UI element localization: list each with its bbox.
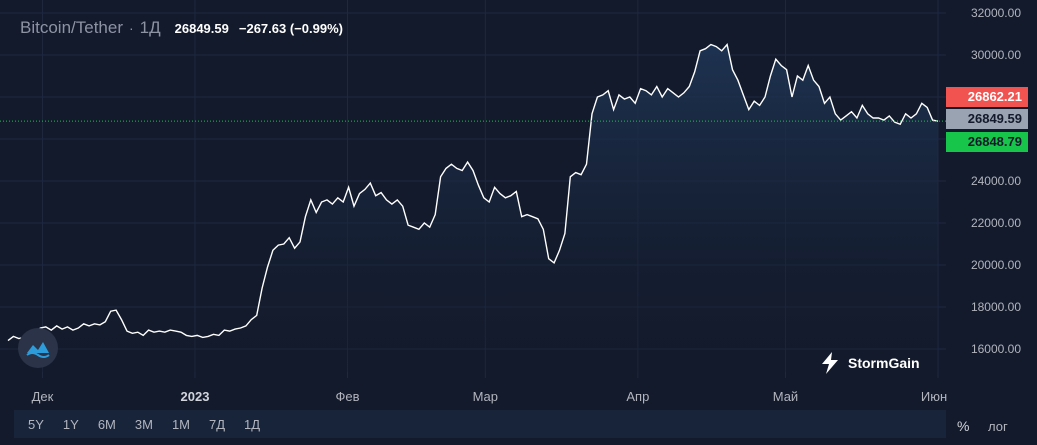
percent-scale-toggle[interactable]: %	[957, 418, 970, 434]
y-tick-label: 30000.00	[971, 48, 1021, 62]
lightning-bolt-icon	[822, 352, 838, 374]
range-button-1m[interactable]: 1M	[171, 417, 190, 432]
range-button-6m[interactable]: 6M	[97, 417, 116, 432]
x-tick-label: Май	[773, 389, 798, 404]
price-change: −267.63 (−0.99%)	[238, 21, 343, 36]
toolbar-band	[14, 410, 946, 438]
x-tick-label: Июн	[921, 389, 947, 404]
y-tick-label: 18000.00	[971, 300, 1021, 314]
brand-logo: StormGain	[820, 352, 920, 374]
price-line	[7, 42, 939, 342]
log-scale-toggle[interactable]: лог	[988, 419, 1008, 434]
range-button-1y[interactable]: 1Y	[62, 417, 79, 432]
y-tick-label: 22000.00	[971, 216, 1021, 230]
range-button-1d[interactable]: 1Д	[244, 417, 261, 432]
toolbar-bottom: 5Y 1Y 6M 3M 1M 7Д 1Д % лог	[0, 410, 1037, 445]
price-area	[8, 44, 938, 372]
brand-name: StormGain	[848, 355, 920, 371]
y-tick-label: 24000.00	[971, 174, 1021, 188]
range-button-7d[interactable]: 7Д	[209, 417, 226, 432]
x-tick-label: Апр	[626, 389, 649, 404]
last-price-tag: 26849.59	[946, 109, 1028, 129]
y-axis-labels: 16000.00 18000.00 20000.00 22000.00 24000.00…	[971, 6, 1021, 356]
y-tick-label: 16000.00	[971, 342, 1021, 356]
x-tick-label: Фев	[336, 389, 360, 404]
y-tick-label: 20000.00	[971, 258, 1021, 272]
x-tick-label: Дек	[32, 389, 54, 404]
title-separator: ·	[129, 20, 134, 36]
x-axis-labels: Дек 2023 Фев Мар Апр Май Июн	[32, 389, 948, 404]
timeframe-label: 1Д	[139, 18, 161, 37]
y-tick-label: 32000.00	[971, 6, 1021, 20]
range-button-5y[interactable]: 5Y	[28, 417, 44, 432]
chart-wave-icon[interactable]	[18, 328, 58, 368]
x-tick-label: 2023	[181, 389, 210, 404]
range-selector: 5Y 1Y 6M 3M 1M 7Д 1Д	[28, 417, 279, 432]
symbol-title: Bitcoin/Tether	[20, 18, 123, 37]
chart-header: Bitcoin/Tether · 1Д 26849.59 −267.63 (−0…	[20, 18, 343, 38]
x-tick-label: Мар	[473, 389, 498, 404]
high-price-tag: 26862.21	[946, 87, 1028, 107]
low-price-tag: 26848.79	[946, 132, 1028, 152]
range-button-3m[interactable]: 3M	[134, 417, 153, 432]
last-price: 26849.59	[174, 21, 229, 36]
